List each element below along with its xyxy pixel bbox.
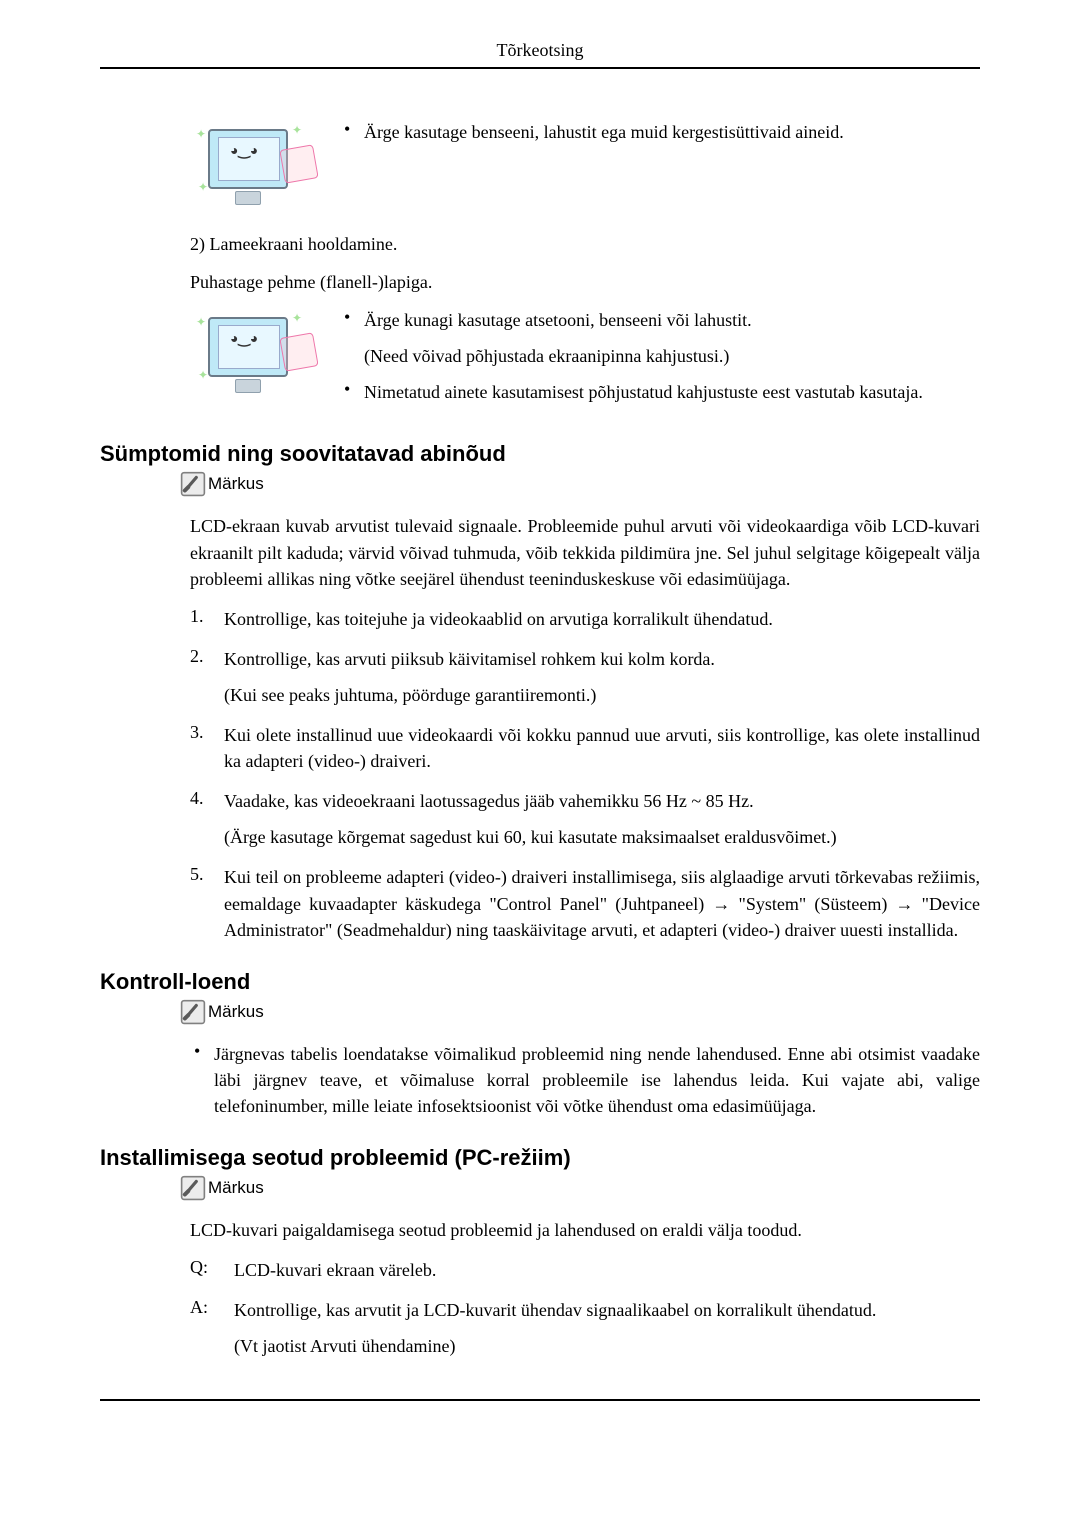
qa-a-label: A: [190,1297,234,1359]
section-heading-checklist: Kontroll-loend [100,969,980,995]
subsection-heading: 2) Lameekraani hooldamine. [190,231,980,257]
note-label: Märkus [208,474,264,494]
bullet-dot: • [340,379,364,405]
note-icon [180,1175,206,1201]
list-subtext: (Kui see peaks juhtuma, pöörduge garanti… [224,682,980,708]
footer-rule [100,1399,980,1401]
list-subtext: (Ärge kasutage kõrgemat sagedust kui 60,… [224,824,980,850]
checklist-text: Järgnevas tabelis loendatakse võimalikud… [214,1041,980,1119]
illustration-cleaning-2: ✦✦✦ ◕‿◕ [190,307,340,407]
list-number: 2. [190,646,224,708]
page-title: Tõrkeotsing [100,40,980,69]
list-text: Kui teil on probleeme adapteri (video-) … [224,864,980,942]
section-heading-install: Installimisega seotud probleemid (PC-rež… [100,1145,980,1171]
symptoms-list: 1. Kontrollige, kas toitejuhe ja videoka… [190,606,980,943]
bullet-text: Ärge kasutage benseeni, lahustit ega mui… [364,119,980,145]
note-label: Märkus [208,1002,264,1022]
subsection-text: Puhastage pehme (flanell-)lapiga. [190,269,980,295]
bullet-note: (Need võivad põhjustada ekraanipinna kah… [364,343,980,369]
qa-a-sub: (Vt jaotist Arvuti ühendamine) [234,1333,980,1359]
qa-q-text: LCD-kuvari ekraan väreleb. [234,1257,980,1283]
bullet-text: Nimetatud ainete kasutamisest põhjustatu… [364,379,980,405]
note-icon [180,999,206,1025]
bullet-dot: • [340,119,364,145]
bullet-dot: • [190,1041,214,1119]
bullet-text: Ärge kunagi kasutage atsetooni, benseeni… [364,307,980,369]
note-icon [180,471,206,497]
section-heading-symptoms: Sümptomid ning soovitatavad abinõud [100,441,980,467]
install-intro: LCD-kuvari paigaldamisega seotud problee… [190,1217,980,1243]
symptoms-intro: LCD-ekraan kuvab arvutist tulevaid signa… [190,513,980,591]
list-number: 4. [190,788,224,850]
list-text: Kontrollige, kas toitejuhe ja videokaabl… [224,606,980,632]
list-text: Vaadake, kas videoekraani laotussagedus … [224,788,980,850]
list-number: 1. [190,606,224,632]
list-number: 3. [190,722,224,774]
list-text: Kontrollige, kas arvuti piiksub käivitam… [224,646,980,708]
list-text: Kui olete installinud uue videokaardi võ… [224,722,980,774]
qa-a-text: Kontrollige, kas arvutit ja LCD-kuvarit … [234,1297,980,1359]
bullet-dot: • [340,307,364,369]
note-label: Märkus [208,1178,264,1198]
illustration-cleaning-1: ✦✦✦ ◕‿◕ [190,119,340,219]
qa-q-label: Q: [190,1257,234,1283]
list-number: 5. [190,864,224,942]
